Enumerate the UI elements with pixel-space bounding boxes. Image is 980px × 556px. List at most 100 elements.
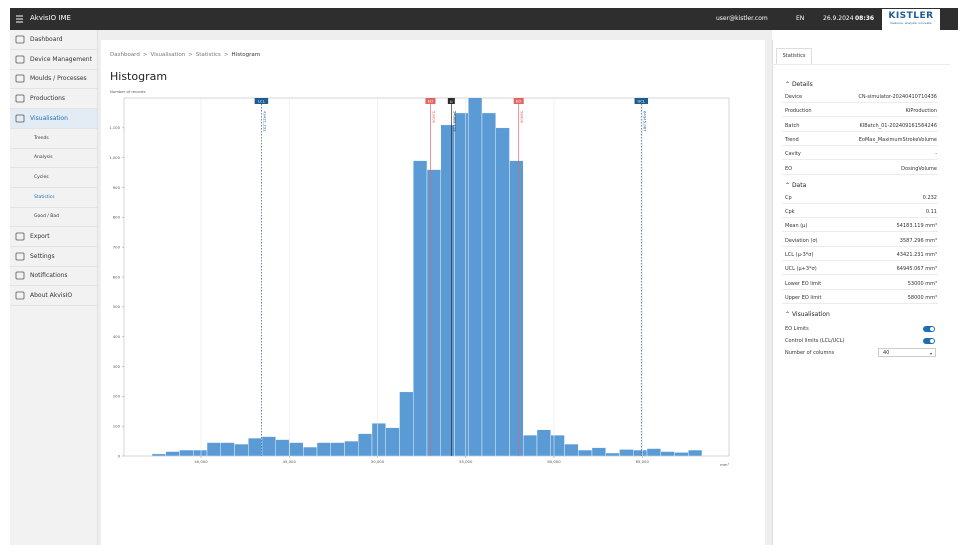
nav-item[interactable]: Notifications [10,266,97,287]
x-tick-label: 45,000 [283,459,297,464]
bars [151,98,703,456]
row-divider [782,116,938,118]
row-label: Batch [785,122,800,129]
nav-item[interactable]: Productions [10,89,97,110]
nav-subitem[interactable]: Statistics [10,188,97,208]
nav-subitem[interactable]: Cycles [10,168,97,188]
row-label: Mean (µ) [785,223,808,230]
nav-item[interactable]: Settings [10,247,97,267]
y-tick-label: 400 [113,334,121,339]
bar [303,446,318,456]
row-label: Cavity [785,151,801,158]
date: 26.9.2024 [823,15,854,22]
bar [371,422,386,456]
bar [344,440,359,456]
bar [206,442,221,456]
user[interactable]: user@kistler.com [716,15,768,22]
nav-label: Analysis [34,155,53,161]
breadcrumb-separator: > [223,52,229,58]
icon-shape [15,55,25,64]
nav-item[interactable]: Dashboard [10,30,97,50]
y-tick-label: 0 [118,453,121,458]
nav-item[interactable]: Export [10,227,97,247]
row-divider [782,231,938,233]
bar [413,160,428,456]
menu-icon[interactable] [16,15,24,23]
reference-tag-box [447,98,455,104]
nav-icon [15,291,25,300]
row-label: Trend [785,136,799,143]
reference-tag-box [634,98,649,104]
toggle[interactable] [923,338,935,344]
logo: KISTLER measure. analyze. innovate. [882,9,940,31]
icon-shape [15,232,25,241]
bar [688,449,703,456]
icon-shape [15,252,25,261]
tab-line [772,64,950,65]
section-header[interactable]: ⌃ Details [785,81,813,88]
nav-label: Productions [30,95,66,103]
columns-dropdown[interactable]: 40 ▾ [878,348,936,357]
nav-subitem[interactable]: Trends [10,129,97,149]
row-divider [782,260,938,261]
row-value: 0.232 [922,194,937,201]
toggle[interactable] [923,326,935,332]
y-tick-label: 1,100 [109,125,120,130]
nav-icon [15,55,25,64]
tab[interactable]: Statistics [776,48,812,65]
nav-subitem[interactable]: Good / Bad [10,207,97,228]
nav-label: Dashboard [30,36,63,43]
reference-tag-box [425,98,436,104]
icon-shape [15,94,25,103]
reference-value: 58000 [520,111,525,124]
bar [165,451,180,456]
row-value: 0.11 [925,209,937,216]
nav-item[interactable]: Device Management [10,50,97,70]
nav-icon [15,35,25,44]
logo-text: KISTLER [888,11,934,21]
bar [509,160,524,456]
section-title: Visualisation [791,311,830,319]
row-label: UCL (µ+3*σ) [785,266,817,273]
y-tick-label: 1,000 [109,155,120,160]
breadcrumb-item[interactable]: Dashboard [110,52,140,58]
nav-item[interactable]: Moulds / Processes [10,69,97,90]
dropdown-arrow: ▾ [929,351,932,356]
row-value: 64945.067 mm³ [896,266,937,273]
bar [550,434,565,456]
breadcrumb-item[interactable]: Visualisation [150,52,186,58]
row-label: EO [785,165,793,172]
language[interactable]: EN [796,15,805,22]
row-label: Deviation (σ) [785,237,818,244]
bar [385,427,400,456]
nav-icon [15,94,25,103]
nav-item[interactable]: About AkvisIO [10,286,97,307]
nav-label: Trends [34,135,49,141]
nav-icon [15,252,25,261]
logo-tagline: measure. analyze. innovate. [889,21,933,25]
y-axis-label: Number of records [110,89,145,94]
nav-icon [15,232,25,241]
nav-subitem[interactable]: Analysis [10,148,97,169]
nav-label: Notifications [30,272,68,280]
bar [536,429,551,456]
bar [591,447,606,456]
x-tick-label: 40,000 [194,459,208,464]
breadcrumb-item[interactable]: Statistics [195,52,221,58]
section-header[interactable]: ⌃ Visualisation [785,311,830,319]
breadcrumb: Dashboard > Visualisation > Statistics > Histo… [110,52,260,58]
x-axis-label: mm³ [720,462,729,467]
bar [660,451,675,456]
row-value: - [935,151,937,158]
row-divider [782,173,938,175]
x-tick-label: 65,000 [636,459,650,464]
row-label: Cp [785,194,792,201]
row-label: Device [785,94,803,100]
nav-item[interactable]: Visualisation [10,108,97,129]
section-header[interactable]: ⌃ Data [785,181,807,189]
reference-tag-box [254,98,269,104]
reference-value: 53000 [431,111,436,124]
row-value: 58000 mm³ [907,294,937,301]
row-value: 3587.296 mm³ [899,237,937,244]
bar [248,437,263,456]
